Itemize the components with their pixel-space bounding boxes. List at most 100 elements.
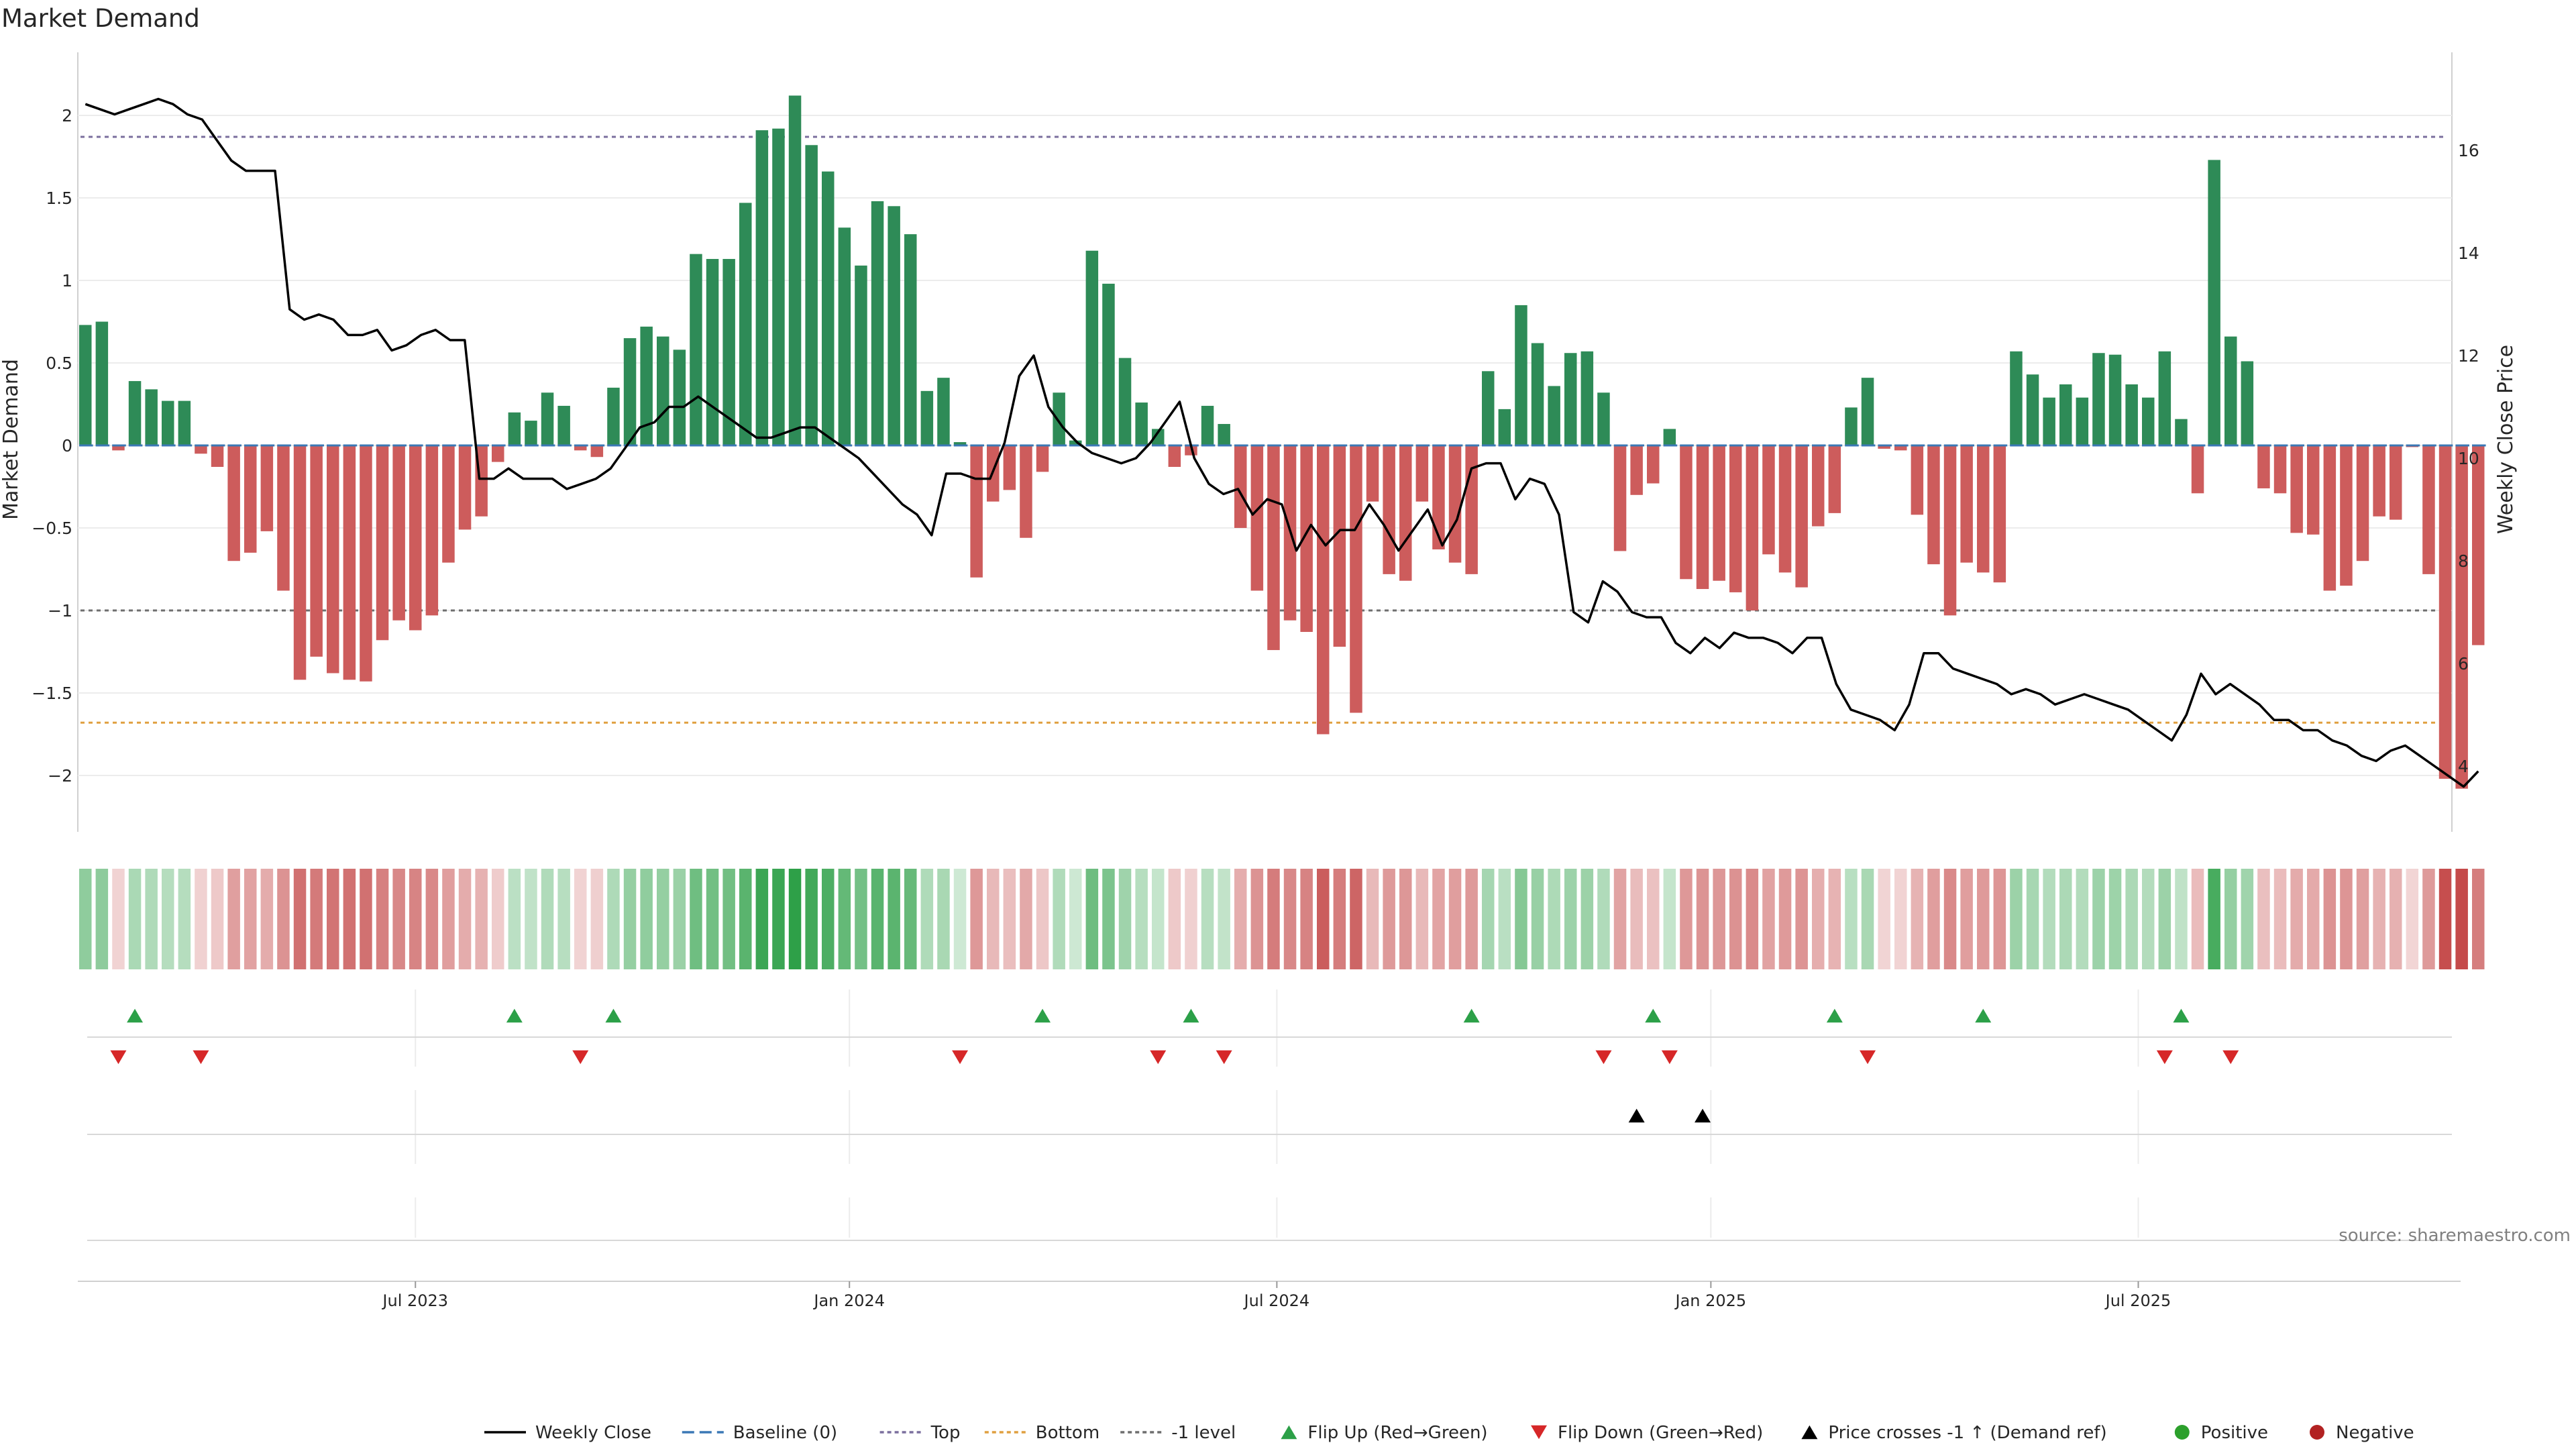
demand-bar (2472, 445, 2485, 645)
demand-bar (1927, 445, 1940, 565)
legend-label: Positive (2201, 1423, 2268, 1443)
demand-bar (2224, 336, 2237, 445)
demand-bar (1020, 445, 1032, 538)
legend-label: Weekly Close (535, 1423, 651, 1443)
heat-cell (1234, 869, 1247, 969)
heat-cell (1828, 869, 1841, 969)
heat-cell (1729, 869, 1742, 969)
legend-label: Flip Down (Green→Red) (1558, 1423, 1763, 1443)
source-credit: source: sharemaestro.com (2339, 1226, 2571, 1246)
heat-cell (706, 869, 719, 969)
demand-bar (1531, 343, 1544, 445)
demand-bar (458, 445, 472, 530)
heat-cell (475, 869, 488, 969)
heat-cell (2158, 869, 2171, 969)
heat-cell (1927, 869, 1940, 969)
demand-bar (640, 326, 653, 445)
demand-bar (1465, 445, 1478, 574)
heat-cell (987, 869, 1000, 969)
demand-bar (1201, 405, 1214, 445)
heat-cell (855, 869, 867, 969)
demand-bar (1448, 445, 1462, 563)
heat-cell (970, 869, 983, 969)
heat-cell (1118, 869, 1132, 969)
heat-cell (327, 869, 339, 969)
demand-bar (1515, 305, 1527, 445)
heat-cell (2241, 869, 2254, 969)
heat-cell (162, 869, 174, 969)
demand-bar (541, 392, 554, 445)
demand-bar (1960, 445, 1973, 563)
flip-down-marker (2156, 1050, 2173, 1065)
y2-tick-label: 16 (2458, 141, 2479, 160)
heat-cell (772, 869, 785, 969)
demand-bar (442, 445, 455, 563)
heat-cell (1762, 869, 1775, 969)
demand-bar (1168, 445, 1181, 467)
demand-bar (953, 442, 967, 445)
heat-cell (260, 869, 274, 969)
x-tick-label: Jul 2025 (2104, 1291, 2171, 1310)
heat-cell (2059, 869, 2072, 969)
heat-cell (1036, 869, 1049, 969)
demand-bar (1366, 445, 1379, 502)
legend: Weekly Close Baseline (0) Top Bottom -1 leve… (484, 1423, 2414, 1443)
heat-cell (2125, 869, 2138, 969)
demand-bar (1580, 351, 1594, 445)
legend-label: Flip Up (Red→Green) (1307, 1423, 1487, 1443)
heat-cell (722, 869, 735, 969)
flip-up-marker (1826, 1008, 1843, 1023)
heat-cell (1943, 869, 1957, 969)
heat-cell (953, 869, 967, 969)
heat-cell (920, 869, 934, 969)
heat-cell (1548, 869, 1560, 969)
demand-bar (277, 445, 290, 591)
demand-bar (1564, 353, 1577, 445)
heat-cell (392, 869, 405, 969)
flip-up-marker (1645, 1008, 1662, 1023)
heat-cell (2076, 869, 2089, 969)
heat-cell (1003, 869, 1016, 969)
demand-bar (2323, 445, 2337, 591)
heat-cell (1333, 869, 1346, 969)
heat-cell (1366, 869, 1379, 969)
heat-cell (1845, 869, 1858, 969)
demand-bar (1069, 440, 1082, 445)
heat-cell (623, 869, 637, 969)
heat-cell (2290, 869, 2303, 969)
heat-cell (1465, 869, 1478, 969)
heat-cell (574, 869, 587, 969)
demand-bar (623, 338, 637, 445)
demand-bar (1696, 445, 1709, 590)
heat-cell (1613, 869, 1627, 969)
heat-cell (1713, 869, 1725, 969)
demand-bar (1333, 445, 1346, 647)
demand-bar (1267, 445, 1280, 651)
demand-bar (822, 171, 835, 445)
heat-cell (1977, 869, 1990, 969)
heat-cell (1135, 869, 1148, 969)
demand-bar (2175, 419, 2188, 445)
demand-bar (1729, 445, 1742, 592)
heat-cell (2092, 869, 2105, 969)
heat-cell (1696, 869, 1709, 969)
demand-bar (79, 325, 92, 445)
demand-bar (1597, 392, 1610, 445)
demand-bar (2092, 353, 2105, 445)
demand-bar (772, 128, 785, 445)
flip-up-marker (1975, 1008, 1992, 1023)
legend-label: Bottom (1036, 1423, 1099, 1443)
demand-bar (888, 206, 900, 445)
demand-bar (1003, 445, 1016, 490)
demand-bar (1548, 386, 1560, 445)
demand-bar (360, 445, 372, 682)
demand-bar (1036, 445, 1049, 472)
heat-cell (128, 869, 142, 969)
demand-bar (1317, 445, 1330, 735)
heat-cell (788, 869, 802, 969)
x-tick-label: Jul 2024 (1243, 1291, 1310, 1310)
demand-bar (211, 445, 224, 467)
demand-bar (1118, 358, 1132, 445)
demand-bar (706, 259, 719, 445)
demand-bar (227, 445, 240, 561)
